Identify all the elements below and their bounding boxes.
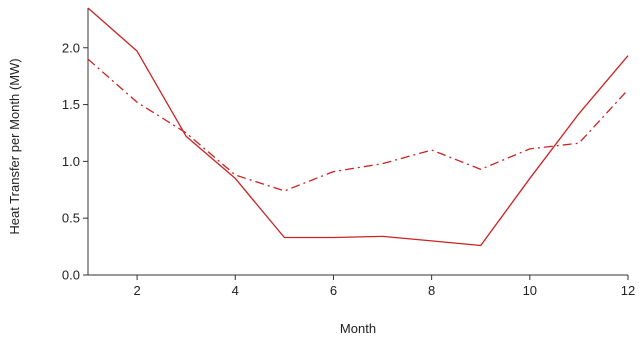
y-tick-label: 2.0	[62, 40, 80, 55]
y-tick-label: 1.0	[62, 154, 80, 169]
series-line-dashdot	[87, 58, 629, 192]
y-tick-label: 0.0	[62, 268, 80, 283]
x-ticks: 2 4 6 8 10 12	[133, 275, 635, 298]
x-axis-label: Month	[340, 321, 376, 336]
y-axis-label: Heat Transfer per Month (MW)	[7, 58, 22, 234]
x-tick-label: 12	[621, 283, 635, 298]
y-tick-label: 0.5	[62, 211, 80, 226]
x-tick-label: 4	[232, 283, 239, 298]
axes	[87, 8, 628, 276]
y-tick-label: 1.5	[62, 97, 80, 112]
x-tick-label: 2	[133, 283, 140, 298]
x-tick-label: 8	[428, 283, 435, 298]
x-tick-label: 6	[330, 283, 337, 298]
y-ticks: 0.0 0.5 1.0 1.5 2.0	[62, 40, 88, 283]
series-layer	[87, 7, 629, 247]
series-line-solid	[87, 7, 629, 247]
x-tick-label: 10	[523, 283, 537, 298]
